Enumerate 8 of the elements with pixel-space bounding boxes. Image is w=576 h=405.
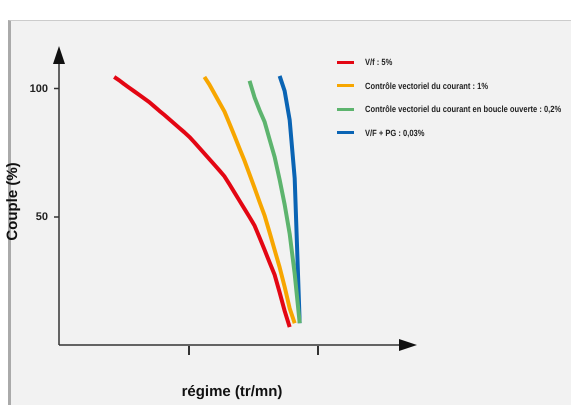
legend-label: Contrôle vectoriel du courant : 1%: [365, 80, 488, 90]
legend-label: V/F + PG : 0,03%: [365, 128, 424, 138]
legend-label: Contrôle vectoriel du courant en boucle ouverte : 0,2%: [365, 104, 562, 114]
legend-label: V/f : 5%: [365, 57, 392, 67]
y-tick-label: 50: [36, 210, 48, 223]
x-axis-title: régime (tr/mn): [182, 383, 282, 400]
y-axis-title: Couple (%): [4, 162, 22, 241]
y-tick-label: 100: [30, 82, 48, 95]
